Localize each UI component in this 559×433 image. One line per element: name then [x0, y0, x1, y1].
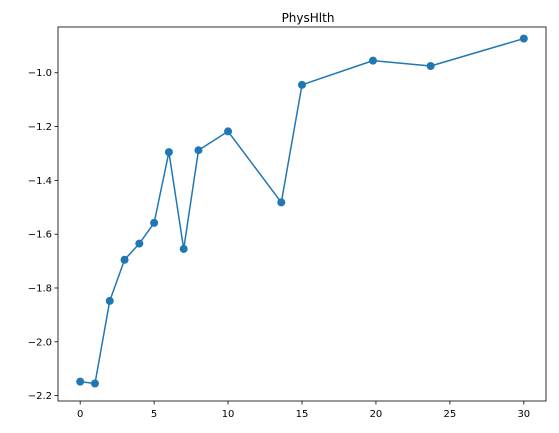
y-tick-label: −1.0	[28, 68, 52, 79]
data-point	[194, 146, 203, 155]
y-tick-label: −2.2	[28, 391, 52, 402]
y-tick-label: −1.6	[28, 230, 52, 241]
data-point	[150, 218, 159, 227]
y-tick-label: −1.4	[28, 176, 52, 187]
data-point	[120, 255, 129, 264]
x-tick-label: 0	[77, 409, 83, 420]
data-point	[519, 34, 528, 43]
data-point	[76, 377, 85, 386]
data-point	[135, 239, 144, 248]
data-point	[277, 198, 286, 207]
x-tick-label: 15	[296, 409, 309, 420]
data-point	[368, 56, 377, 65]
x-tick-label: 20	[370, 409, 383, 420]
series-layer	[76, 34, 528, 388]
x-axis: 0 5 10 15 20 25 30	[77, 401, 530, 420]
data-point	[164, 148, 173, 157]
y-axis: −2.2 −2.0 −1.8 −1.6 −1.4 −1.2 −1.0	[28, 68, 58, 402]
data-point	[426, 62, 435, 71]
data-point	[224, 127, 233, 136]
x-tick-label: 30	[517, 409, 530, 420]
y-tick-label: −1.8	[28, 283, 52, 294]
chart-title: PhysHlth	[282, 11, 335, 25]
series-line	[80, 37, 525, 385]
x-tick-label: 10	[222, 409, 235, 420]
data-point	[90, 379, 99, 388]
y-tick-label: −1.2	[28, 122, 52, 133]
x-tick-label: 5	[151, 409, 157, 420]
data-point	[298, 80, 306, 89]
x-tick-label: 25	[444, 409, 457, 420]
data-point	[105, 296, 114, 305]
y-tick-label: −2.0	[28, 337, 52, 348]
data-point	[179, 244, 188, 253]
